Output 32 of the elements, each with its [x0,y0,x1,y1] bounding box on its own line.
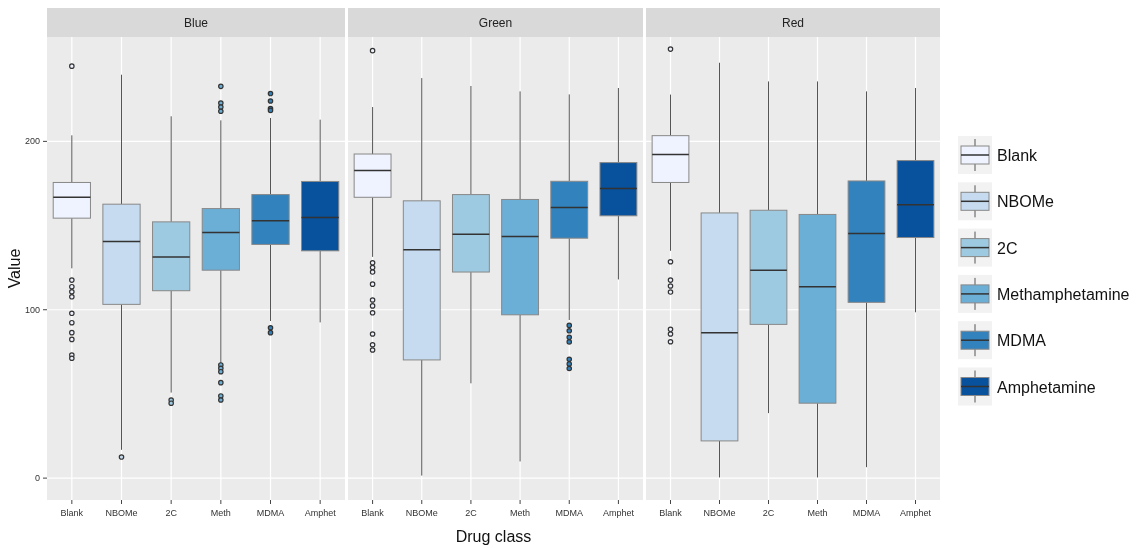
x-tick-label: Meth [807,508,828,518]
legend-label: Amphetamine [997,378,1096,396]
x-tick-label: Meth [210,508,231,518]
x-tick-label: Amphet [304,508,337,518]
legend-label: Methamphetamine [997,285,1130,303]
chart-title: Blue [183,16,209,30]
x-tick-label: 2C [465,508,478,518]
legend-label: 2C [997,239,1018,257]
y-tick-label: 0 [34,473,40,484]
x-tick-label: Blank [60,508,84,518]
y-axis-title: Value [6,248,23,289]
x-tick-label: MDMA [555,508,583,518]
legend-label: MDMA [997,332,1047,350]
y-tick-label: 100 [24,304,40,315]
x-tick-label: Meth [510,508,531,518]
x-tick-label: Blank [659,508,683,518]
x-axis-title: Drug class [455,528,532,545]
x-tick-label: 2C [762,508,775,518]
x-tick-label: Blank [361,508,385,518]
y-tick-label: 200 [24,136,40,147]
x-tick-label: MDMA [256,508,285,518]
x-tick-label: NBOMe [105,508,138,518]
x-tick-label: 2C [165,508,178,518]
x-tick-label: Amphet [899,508,932,518]
x-tick-label: Amphet [602,508,635,518]
x-tick-label: MDMA [852,508,881,518]
legend-label: Blank [997,147,1039,164]
chart-title: Red [781,16,805,30]
legend-label: NBOMe [997,193,1054,211]
x-tick-label: NBOMe [405,508,438,518]
x-tick-label: NBOMe [703,508,736,518]
chart-title: Green [478,16,513,30]
